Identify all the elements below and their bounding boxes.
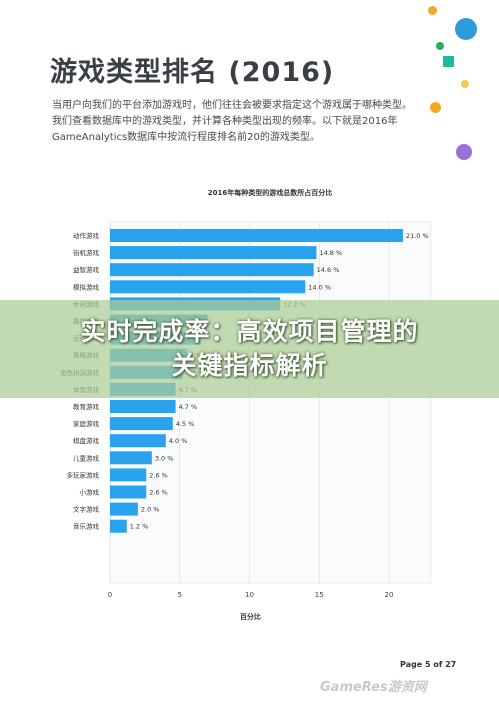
x-axis-label: 百分比 (240, 612, 261, 621)
banner-line-2: 关键指标解析 (171, 351, 328, 380)
x-tick-label: 15 (315, 591, 324, 599)
decor-square (443, 56, 454, 67)
category-label: 家庭游戏 (73, 419, 100, 428)
value-label: 14.6 % (317, 266, 340, 274)
intro-line: 当用户向我们的平台添加游戏时，他们往往会被要求指定这个游戏属于哪种类型。 (52, 100, 412, 111)
category-label: 文字游戏 (73, 505, 100, 514)
bar (110, 246, 317, 260)
bar (110, 400, 176, 413)
chart-title: 2016年每种类型的游戏总数所占百分比 (207, 189, 333, 197)
category-label: 模拟游戏 (73, 282, 100, 291)
intro-text: 当用户向我们的平台添加游戏时，他们往往会被要求指定这个游戏属于哪种类型。 我们查… (52, 98, 412, 146)
bar (110, 417, 173, 431)
value-label: 2.6 % (149, 471, 168, 479)
decor-dot (461, 80, 469, 88)
category-label: 教育游戏 (73, 402, 100, 411)
intro-line: GameAnalytics数据库中按流行程度排名前20的游戏类型。 (52, 132, 320, 143)
x-tick-label: 0 (108, 591, 112, 599)
decor-dot (436, 42, 444, 50)
value-label: 14.0 % (308, 283, 331, 291)
category-label: 棋盘游戏 (73, 436, 100, 445)
category-label: 多玩家游戏 (67, 470, 100, 479)
banner-line-1: 实时完成率：高效项目管理的 (80, 317, 419, 346)
watermark: GameRes游资网 (320, 680, 427, 695)
bar (110, 485, 147, 499)
bar (110, 280, 306, 294)
overlay-banner: 实时完成率：高效项目管理的 关键指标解析 (0, 300, 499, 398)
decor-dot (455, 18, 477, 40)
category-label: 儿童游戏 (73, 453, 100, 462)
bar (110, 519, 127, 533)
decor-dot (428, 6, 437, 15)
value-label: 1.2 % (130, 523, 149, 531)
x-tick-label: 20 (385, 591, 394, 599)
decor-dot (456, 144, 472, 160)
bar (110, 229, 403, 242)
category-label: 音乐游戏 (73, 522, 100, 531)
value-label: 4.5 % (176, 420, 195, 428)
page-title: 游戏类型排名 (2016) (50, 57, 335, 88)
decor-dot (430, 102, 441, 113)
bar (110, 502, 138, 516)
category-label: 小游戏 (80, 488, 100, 497)
category-label: 动作游戏 (73, 231, 100, 240)
page-number: Page 5 of 27 (400, 660, 457, 669)
value-label: 14.8 % (319, 249, 342, 257)
x-tick-label: 10 (245, 591, 254, 599)
category-label: 益智游戏 (73, 265, 100, 274)
bar (110, 263, 314, 277)
value-label: 2.6 % (149, 489, 168, 497)
category-label: 街机游戏 (73, 248, 100, 257)
value-label: 4.0 % (169, 437, 188, 445)
bar (110, 468, 147, 482)
bar (110, 434, 166, 448)
x-tick-label: 5 (178, 591, 182, 599)
value-label: 21.0 % (406, 232, 429, 240)
value-label: 4.7 % (179, 403, 198, 411)
value-label: 3.0 % (155, 454, 174, 462)
value-label: 2.0 % (141, 506, 160, 514)
bar (110, 451, 152, 465)
intro-line: 我们查看数据库中的游戏类型，并计算各种类型出现的频率。以下就是2016年 (52, 116, 398, 127)
